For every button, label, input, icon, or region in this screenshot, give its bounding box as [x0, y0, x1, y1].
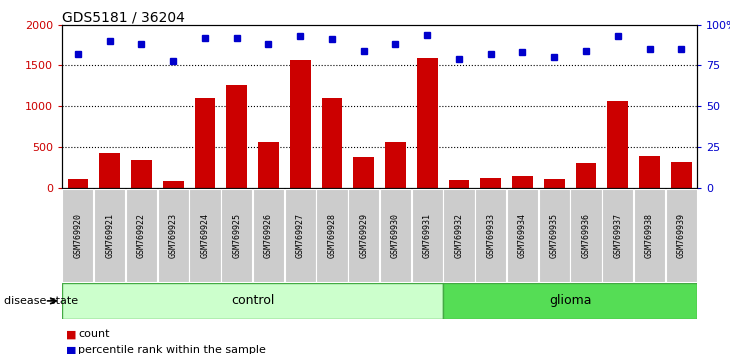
Bar — [671, 161, 691, 188]
Bar — [380, 189, 411, 282]
Bar — [417, 58, 437, 188]
Text: GSM769933: GSM769933 — [486, 213, 495, 258]
Bar — [226, 85, 247, 188]
Bar — [99, 153, 120, 188]
Bar — [316, 189, 347, 282]
Text: GSM769924: GSM769924 — [201, 213, 210, 258]
Text: GSM769928: GSM769928 — [328, 213, 337, 258]
Bar — [285, 189, 316, 282]
Bar — [475, 189, 507, 282]
Text: GSM769938: GSM769938 — [645, 213, 654, 258]
Text: GSM769935: GSM769935 — [550, 213, 558, 258]
Text: GSM769937: GSM769937 — [613, 213, 622, 258]
Text: GSM769931: GSM769931 — [423, 213, 431, 258]
Bar — [443, 283, 697, 319]
Bar — [576, 163, 596, 188]
Bar — [158, 189, 189, 282]
Bar — [290, 60, 310, 188]
Text: GSM769922: GSM769922 — [137, 213, 146, 258]
Text: GSM769929: GSM769929 — [359, 213, 368, 258]
Bar — [544, 179, 564, 188]
Bar — [348, 189, 380, 282]
Bar — [443, 189, 475, 282]
Text: GSM769930: GSM769930 — [391, 213, 400, 258]
Text: control: control — [231, 295, 274, 307]
Bar — [189, 189, 220, 282]
Bar — [131, 160, 152, 188]
Bar — [163, 181, 183, 188]
Bar — [322, 98, 342, 188]
Bar — [94, 189, 126, 282]
Text: glioma: glioma — [549, 295, 591, 307]
Text: GSM769923: GSM769923 — [169, 213, 177, 258]
Bar — [480, 178, 501, 188]
Bar — [539, 189, 570, 282]
Bar — [195, 98, 215, 188]
Bar — [412, 189, 443, 282]
Bar — [639, 156, 660, 188]
Bar — [62, 189, 93, 282]
Bar — [634, 189, 665, 282]
Text: GSM769927: GSM769927 — [296, 213, 304, 258]
Text: count: count — [78, 329, 110, 339]
Text: GSM769925: GSM769925 — [232, 213, 241, 258]
Text: ■: ■ — [66, 345, 76, 354]
Text: percentile rank within the sample: percentile rank within the sample — [78, 345, 266, 354]
Bar — [512, 176, 533, 188]
Bar — [507, 189, 538, 282]
Bar — [353, 157, 374, 188]
Bar — [385, 142, 406, 188]
Bar — [602, 189, 634, 282]
Bar — [253, 189, 284, 282]
Bar — [607, 101, 628, 188]
Bar — [62, 283, 443, 319]
Bar — [126, 189, 157, 282]
Bar — [221, 189, 253, 282]
Text: GSM769936: GSM769936 — [582, 213, 591, 258]
Text: GSM769920: GSM769920 — [74, 213, 82, 258]
Text: ■: ■ — [66, 329, 76, 339]
Text: GSM769932: GSM769932 — [455, 213, 464, 258]
Bar — [68, 179, 88, 188]
Bar — [258, 142, 279, 188]
Text: GSM769939: GSM769939 — [677, 213, 685, 258]
Text: disease state: disease state — [4, 296, 78, 306]
Bar — [449, 180, 469, 188]
Text: GDS5181 / 36204: GDS5181 / 36204 — [62, 11, 185, 25]
Bar — [570, 189, 602, 282]
Bar — [666, 189, 697, 282]
Text: GSM769921: GSM769921 — [105, 213, 114, 258]
Text: GSM769934: GSM769934 — [518, 213, 527, 258]
Text: GSM769926: GSM769926 — [264, 213, 273, 258]
